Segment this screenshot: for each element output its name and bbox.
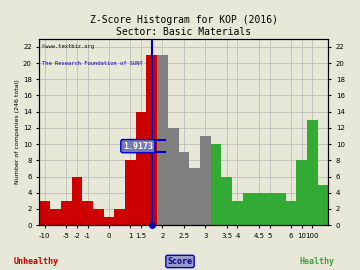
Bar bbox=[39, 201, 50, 225]
Bar bbox=[189, 168, 200, 225]
Bar bbox=[275, 193, 285, 225]
Text: The Research Foundation of SUNY: The Research Foundation of SUNY bbox=[42, 61, 143, 66]
Bar bbox=[125, 160, 136, 225]
Bar bbox=[318, 185, 328, 225]
Bar bbox=[93, 209, 104, 225]
Bar bbox=[157, 55, 168, 225]
Y-axis label: Number of companies (246 total): Number of companies (246 total) bbox=[15, 80, 20, 184]
Bar bbox=[104, 217, 114, 225]
Text: 1.9173: 1.9173 bbox=[123, 142, 153, 151]
Text: Healthy: Healthy bbox=[299, 257, 334, 266]
Bar bbox=[168, 128, 179, 225]
Bar bbox=[253, 193, 264, 225]
Bar bbox=[114, 209, 125, 225]
Bar bbox=[72, 177, 82, 225]
Bar bbox=[296, 160, 307, 225]
Text: Score: Score bbox=[167, 257, 193, 266]
Bar bbox=[136, 112, 147, 225]
Bar bbox=[200, 136, 211, 225]
Bar bbox=[221, 177, 232, 225]
Bar bbox=[61, 201, 72, 225]
Bar bbox=[82, 201, 93, 225]
Text: ©www.textbiz.org: ©www.textbiz.org bbox=[42, 44, 94, 49]
Bar bbox=[211, 144, 221, 225]
Text: Unhealthy: Unhealthy bbox=[14, 257, 58, 266]
Bar bbox=[243, 193, 253, 225]
Bar bbox=[307, 120, 318, 225]
Bar bbox=[264, 193, 275, 225]
Bar bbox=[285, 201, 296, 225]
Bar bbox=[50, 209, 61, 225]
Title: Z-Score Histogram for KOP (2016)
Sector: Basic Materials: Z-Score Histogram for KOP (2016) Sector:… bbox=[90, 15, 278, 37]
Bar bbox=[179, 152, 189, 225]
Bar bbox=[232, 201, 243, 225]
Bar bbox=[147, 55, 157, 225]
